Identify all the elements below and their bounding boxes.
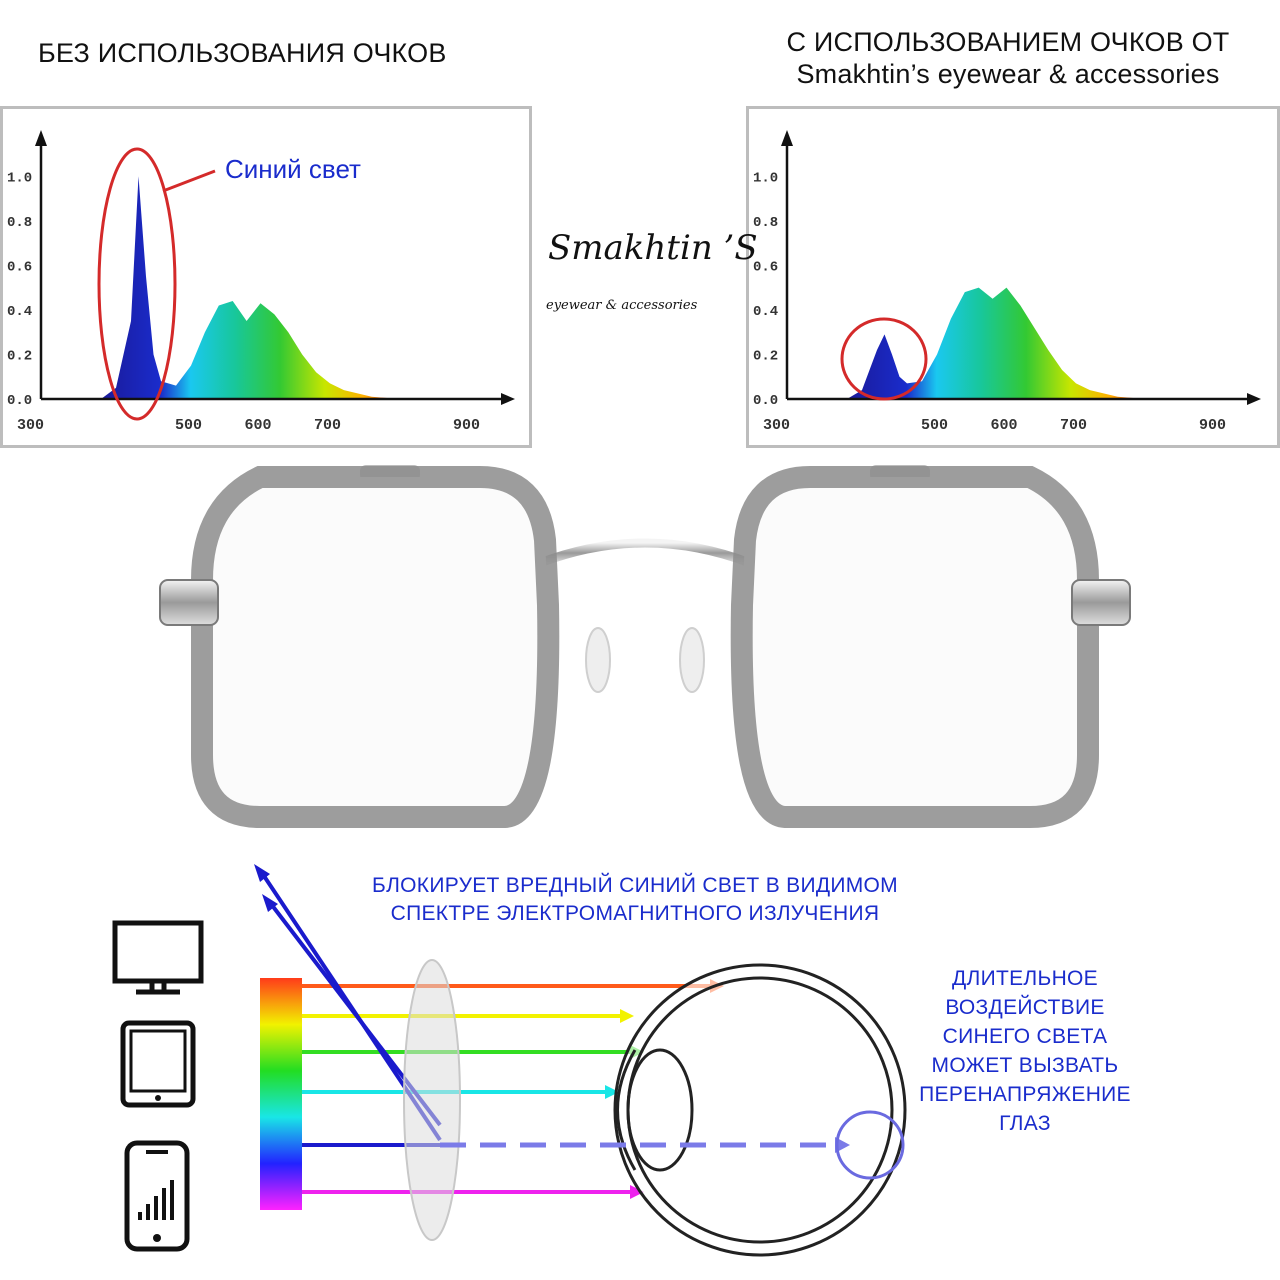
x-axis-arrow [1247,393,1261,405]
warning-line: ВОЗДЕЙСТВИЕ [945,996,1105,1019]
annotation-leader-line [162,169,216,193]
x-tick-label: 900 [1199,417,1226,434]
light-ray-arrow [630,1185,644,1199]
blue-light-label: Синий свет [225,154,361,184]
spectrum-area [101,176,400,399]
y-axis-arrow [35,130,47,146]
warning-line: СИНЕГО СВЕТА [942,1025,1108,1048]
y-tick-label: 0.6 [7,259,32,275]
spectrum-area [847,287,1146,399]
reduced-blue-peak-circle [840,317,928,401]
spectrum-bar [260,978,302,1210]
x-tick-label: 600 [991,417,1018,434]
blue-peak-circle [97,147,177,421]
warning-line: МОЖЕТ ВЫЗВАТЬ [931,1054,1119,1077]
blocking-caption: БЛОКИРУЕТ ВРЕДНЫЙ СИНИЙ СВЕТ В ВИДИМОМ С… [300,872,970,928]
header-right-line2: Smakhtin’s eyewear & accessories [796,59,1220,89]
spectrum-chart-svg-left: 1.0 0.8 0.6 0.4 0.2 0.0 300 500 600 700 900 [7,130,515,434]
y-tick-label: 0.8 [7,215,32,231]
blocking-caption-line1: БЛОКИРУЕТ ВРЕДНЫЙ СИНИЙ СВЕТ В ВИДИМОМ [372,874,898,897]
lens [403,959,461,1241]
brand-logo: Smakhtin ’S [548,228,758,268]
header-left: БЕЗ ИСПОЛЬЗОВАНИЯ ОЧКОВ [38,38,447,68]
x-tick-label: 700 [1060,417,1087,434]
light-ray-arrow [605,1085,619,1099]
x-axis-arrow [501,393,515,405]
spectrum-chart-svg-right: 1.0 0.8 0.6 0.4 0.2 0.0 300 500 600 700 900 [753,130,1261,434]
tablet-icon [120,1020,196,1108]
y-tick-label: 1.0 [7,170,32,186]
header-right-line1: С ИСПОЛЬЗОВАНИЕМ ОЧКОВ ОТ [786,27,1230,57]
blocking-caption-line2: СПЕКТРЕ ЭЛЕКТРОМАГНИТНОГО ИЗЛУЧЕНИЯ [390,902,880,925]
warning-text: ДЛИТЕЛЬНОЕ ВОЗДЕЙСТВИЕ СИНЕГО СВЕТА МОЖЕ… [880,964,1170,1138]
y-tick-label: 0.0 [7,393,32,409]
y-tick-label: 0.4 [7,304,32,320]
y-tick-label: 1.0 [753,170,778,186]
y-tick-label: 0.8 [753,215,778,231]
x-tick-label: 500 [175,417,202,434]
eyeglasses-image [159,465,1131,828]
spectrum-chart-with-glasses: 1.0 0.8 0.6 0.4 0.2 0.0 300 500 600 700 900 [746,106,1280,448]
warning-line: ГЛАЗ [999,1112,1051,1135]
eyeball [613,963,907,1257]
header-right: С ИСПОЛЬЗОВАНИЕМ ОЧКОВ ОТ Smakhtin’s eye… [748,26,1268,90]
brand-tagline: eyewear & accessories [546,298,698,313]
monitor-icon [112,920,204,995]
x-tick-label: 900 [453,417,480,434]
y-tick-label: 0.6 [753,259,778,275]
x-tick-label: 300 [17,417,44,434]
y-tick-label: 0.4 [753,304,778,320]
y-tick-label: 0.0 [753,393,778,409]
smartphone-icon [124,1140,190,1252]
y-tick-label: 0.2 [7,348,32,364]
warning-line: ДЛИТЕЛЬНОЕ [951,967,1098,990]
x-tick-label: 300 [763,417,790,434]
y-tick-label: 0.2 [753,348,778,364]
blue-light-diagram [254,864,907,1257]
spectrum-chart-without-glasses: 1.0 0.8 0.6 0.4 0.2 0.0 300 500 600 700 900 [0,106,532,448]
light-ray-arrow [620,1009,634,1023]
x-tick-label: 500 [921,417,948,434]
x-tick-label: 700 [314,417,341,434]
y-axis-arrow [781,130,793,146]
warning-line: ПЕРЕНАПРЯЖЕНИЕ [919,1083,1131,1106]
retina-highlight [835,1110,905,1180]
x-tick-label: 600 [245,417,272,434]
